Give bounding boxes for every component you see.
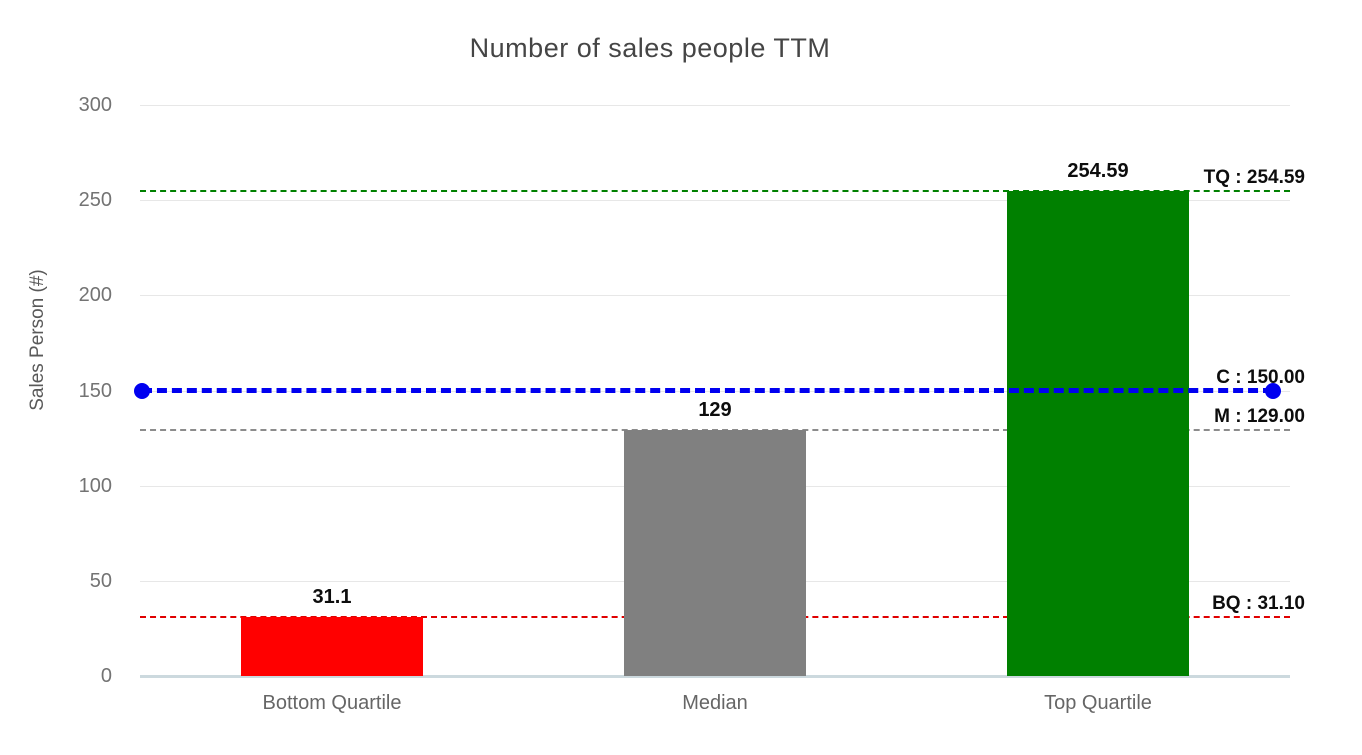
y-tick-label-150: 150 — [78, 380, 112, 402]
x-axis-line — [140, 675, 1290, 678]
bar-bottom-quartile — [241, 617, 423, 676]
bar-value-label-top-quartile: 254.59 — [1067, 160, 1129, 182]
x-tick-label-top-quartile: Top Quartile — [1044, 692, 1152, 714]
gridline-250 — [140, 200, 1290, 201]
ref-line-tq — [140, 190, 1290, 192]
ref-line-c — [142, 388, 1273, 393]
y-tick-label-0: 0 — [100, 665, 112, 687]
ref-line-label-bq: BQ : 31.10 — [1212, 593, 1305, 614]
gridline-300 — [140, 105, 1290, 106]
ref-line-label-c: C : 150.00 — [1216, 367, 1305, 388]
ref-line-label-tq: TQ : 254.59 — [1203, 167, 1305, 188]
ref-line-label-m: M : 129.00 — [1214, 406, 1305, 427]
x-tick-label-bottom-quartile: Bottom Quartile — [262, 692, 402, 714]
y-tick-label-50: 50 — [89, 570, 112, 592]
y-tick-label-200: 200 — [78, 284, 112, 306]
bar-value-label-bottom-quartile: 31.1 — [312, 586, 352, 608]
gridline-200 — [140, 295, 1290, 296]
bar-value-label-median: 129 — [698, 399, 732, 421]
chart-title: Number of sales people TTM — [469, 33, 831, 63]
y-tick-label-300: 300 — [78, 94, 112, 116]
bar-top-quartile — [1007, 191, 1189, 676]
bar-median — [624, 430, 806, 676]
ref-line-c-endpoint-left — [134, 383, 150, 399]
x-tick-label-median: Median — [682, 692, 748, 714]
y-tick-label-100: 100 — [78, 475, 112, 497]
ref-line-c-endpoint-right — [1265, 383, 1281, 399]
y-tick-label-250: 250 — [78, 189, 112, 211]
